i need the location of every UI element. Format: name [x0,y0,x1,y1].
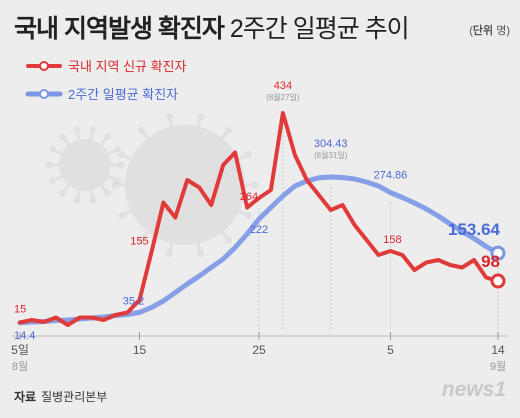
data-label: 222 [250,224,268,236]
data-label: 274.86 [374,170,408,182]
news1-logo: news1 [441,378,506,401]
data-label: 35.2 [123,295,144,307]
legend-label: 2주간 일평균 확진자 [68,87,178,102]
unit-value: 명 [496,25,507,37]
data-label: 155 [130,236,148,248]
data-label: 98 [481,252,500,271]
x-tick-label: 5일 [11,343,29,357]
source-text: 질병관리본부 [41,390,108,404]
data-label: 15 [14,304,26,316]
unit-prefix: 단위 [472,25,494,37]
month-label: 8월 [12,360,28,373]
data-label: 434 [274,80,292,92]
title-light: 2주간 일평균 추이 [229,15,410,43]
data-label: 264 [240,191,258,203]
title-bold: 국내 지역발생 확진자 [14,15,225,43]
x-tick-label: 15 [133,343,147,357]
month-label: 9월 [490,360,506,373]
legend-marker [39,61,49,71]
data-label-date: (8월31일) [314,150,348,160]
legend-marker [39,89,49,99]
x-tick-label: 14 [491,343,505,357]
unit-note: (단위 명) [469,25,510,37]
data-label: 304.43 [314,138,348,150]
data-label: 153.64 [448,220,501,239]
x-tick-label: 25 [252,343,266,357]
data-label: 158 [383,234,401,246]
end-point-marker [490,245,506,261]
x-tick-label: 5 [387,343,394,357]
chart-title: 국내 지역발생 확진자 2주간 일평균 추이 [14,9,410,45]
legend-label: 국내 지역 신규 확진자 [68,59,187,74]
data-label: 14.4 [14,330,35,342]
end-point-marker [490,273,506,289]
source-note: 자료 질병관리본부 [14,388,107,405]
source-label: 자료 [14,390,37,404]
virus-illustration-left [45,126,125,204]
series-line-local-cases [18,111,500,327]
data-label-date: (8월27일) [266,92,300,102]
